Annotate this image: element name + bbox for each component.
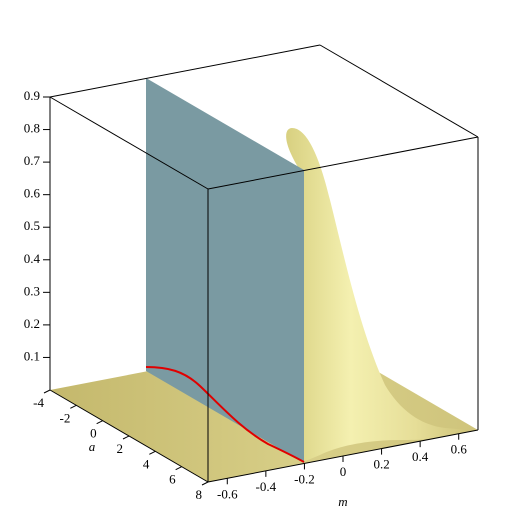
m-tick-label: 0.4 — [412, 449, 429, 464]
plane — [146, 78, 304, 463]
z-tick-label: 0.6 — [24, 186, 41, 201]
a-tick — [201, 481, 209, 486]
a-tick-label: 0 — [90, 426, 97, 441]
m-tick-label: -0.2 — [294, 471, 315, 486]
a-tick-label: -2 — [59, 410, 70, 425]
a-tick-label: 6 — [169, 472, 176, 487]
z-tick-label: 0.1 — [24, 348, 40, 363]
a-tick — [175, 466, 182, 471]
z-tick-label: 0.4 — [24, 251, 41, 266]
z-tick-label: 0.8 — [24, 121, 40, 136]
z-tick-label: 0.7 — [24, 153, 41, 168]
m-tick-label: 0.6 — [451, 442, 468, 457]
y-axis-label: a — [89, 439, 96, 454]
z-tick-label: 0.9 — [24, 88, 40, 103]
ridge-surface — [286, 128, 470, 462]
x-axis-label: m — [338, 494, 347, 509]
m-tick-label: 0 — [340, 464, 347, 479]
box-edge — [207, 136, 479, 190]
a-tick-label: 2 — [117, 441, 124, 456]
a-tick-label: 8 — [196, 487, 203, 502]
a-tick — [43, 389, 51, 394]
a-tick — [96, 420, 103, 425]
box-edge — [49, 44, 321, 98]
a-tick — [122, 435, 130, 440]
z-tick-label: 0.3 — [24, 283, 40, 298]
a-tick-label: -4 — [33, 395, 44, 410]
z-tick-label: 0.2 — [24, 316, 40, 331]
a-tick — [70, 404, 77, 409]
section-curve — [145, 366, 305, 463]
a-tick — [149, 450, 156, 455]
m-tick-label: -0.6 — [217, 486, 238, 501]
z-tick-label: 0.5 — [24, 218, 40, 233]
box-edge — [319, 44, 479, 138]
m-tick-label: -0.4 — [256, 479, 277, 494]
a-tick-label: 4 — [143, 456, 150, 471]
m-tick-label: 0.2 — [373, 457, 389, 472]
box-edge — [49, 96, 209, 190]
